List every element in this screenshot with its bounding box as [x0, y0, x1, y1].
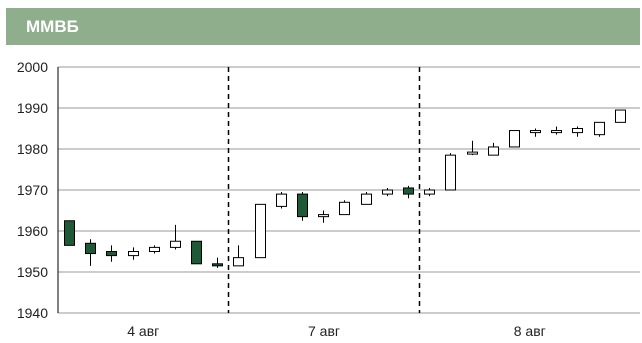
candle-body: [233, 257, 244, 267]
candle-body: [276, 193, 287, 207]
chart-title: ММВБ: [26, 17, 79, 36]
x-day-label: 7 авг: [308, 323, 340, 339]
candle-body: [572, 128, 583, 134]
candle-body: [149, 246, 160, 252]
candle-body: [106, 251, 117, 257]
candle-body: [170, 240, 181, 248]
chart-header: ММВБ: [6, 8, 640, 45]
x-day-label: 4 авг: [127, 323, 159, 339]
candle-body: [530, 130, 541, 134]
candles: [64, 109, 626, 268]
candle-body: [467, 151, 478, 155]
y-axis-ticks: 1940 1950 1960 1970 1980 1990 2000: [17, 59, 48, 321]
candle-body: [297, 193, 308, 218]
y-tick-label: 1950: [17, 264, 48, 280]
y-tick-label: 1960: [17, 223, 48, 239]
candle-body: [318, 214, 329, 218]
candle-body: [128, 251, 139, 257]
candle-body: [361, 193, 372, 205]
candle-body: [382, 189, 393, 195]
candle-body: [191, 240, 202, 265]
candle-body: [488, 146, 499, 156]
candle-body: [212, 263, 223, 267]
y-tick-label: 1980: [17, 141, 48, 157]
candle-body: [339, 201, 350, 216]
x-day-label: 8 авг: [514, 323, 546, 339]
candle-body: [424, 189, 435, 195]
candle-body: [615, 109, 626, 123]
candle-body: [85, 242, 96, 255]
day-separators: [227, 67, 421, 313]
candle-body: [551, 130, 562, 134]
candle-body: [445, 154, 456, 191]
candle-body: [594, 121, 605, 136]
candle-body: [64, 220, 75, 246]
grid-lines: [57, 66, 640, 314]
candle-body: [403, 187, 414, 195]
y-tick-label: 1970: [17, 182, 48, 198]
y-tick-label: 1940: [17, 305, 48, 321]
x-axis-day-labels: 4 авг 7 авг 8 авг: [127, 323, 546, 339]
candle-body: [509, 130, 520, 148]
y-tick-label: 1990: [17, 100, 48, 116]
y-tick-label: 2000: [17, 59, 48, 75]
candle-body: [255, 203, 266, 259]
